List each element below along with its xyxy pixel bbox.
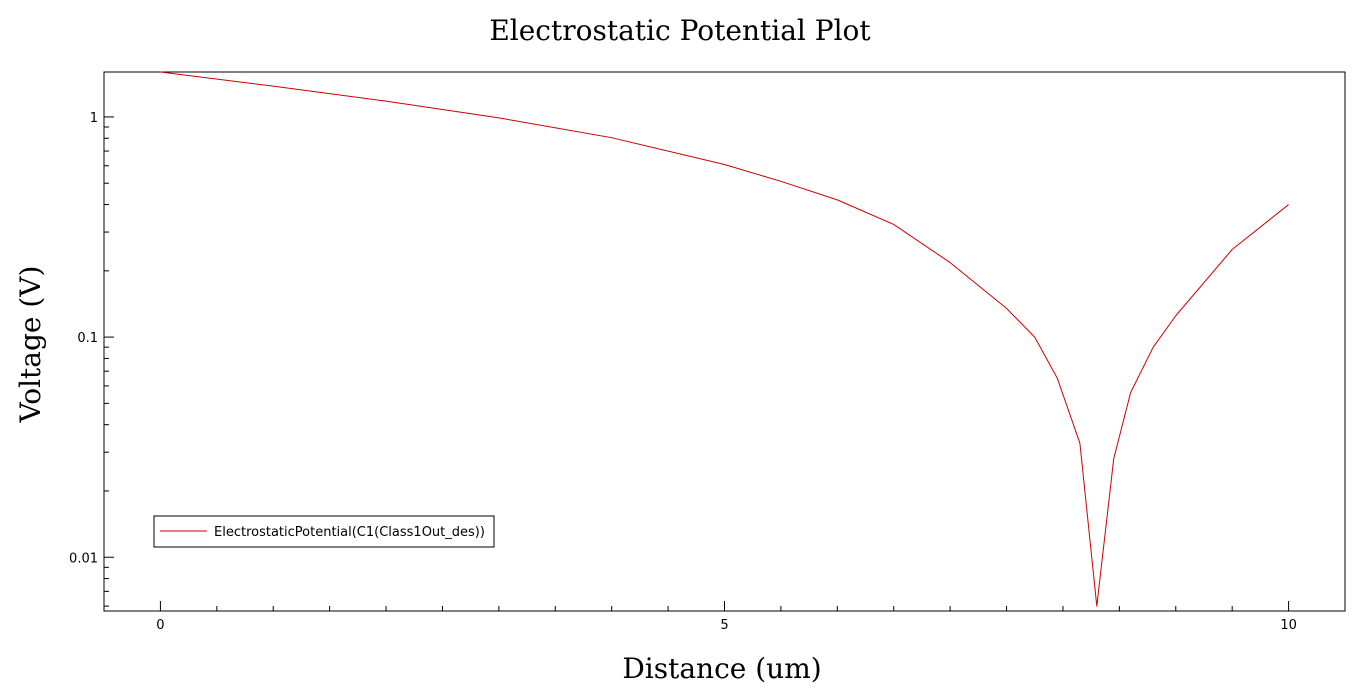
x-tick-label: 5: [720, 618, 728, 633]
series-layer: [160, 71, 1289, 607]
y-tick-label: 1: [90, 111, 98, 126]
series-line-0: [160, 71, 1289, 607]
y-axis-ticks: 0.01 0.1 1: [69, 111, 114, 607]
legend: ElectrostaticPotential(C1(Class1Out_des)…: [153, 515, 495, 548]
x-axis-label: Distance (um): [622, 652, 821, 685]
y-tick-label: 0.01: [69, 551, 98, 566]
y-axis-label: Voltage (V): [14, 266, 47, 424]
y-tick-label: 0.1: [77, 331, 98, 346]
legend-label: ElectrostaticPotential(C1(Class1Out_des)…: [214, 525, 485, 540]
x-axis-ticks: 0 5 10: [103, 601, 1346, 633]
chart-title: Electrostatic Potential Plot: [489, 14, 871, 47]
legend-box: [153, 515, 495, 548]
x-tick-label: 0: [156, 618, 164, 633]
x-tick-label: 10: [1280, 618, 1297, 633]
